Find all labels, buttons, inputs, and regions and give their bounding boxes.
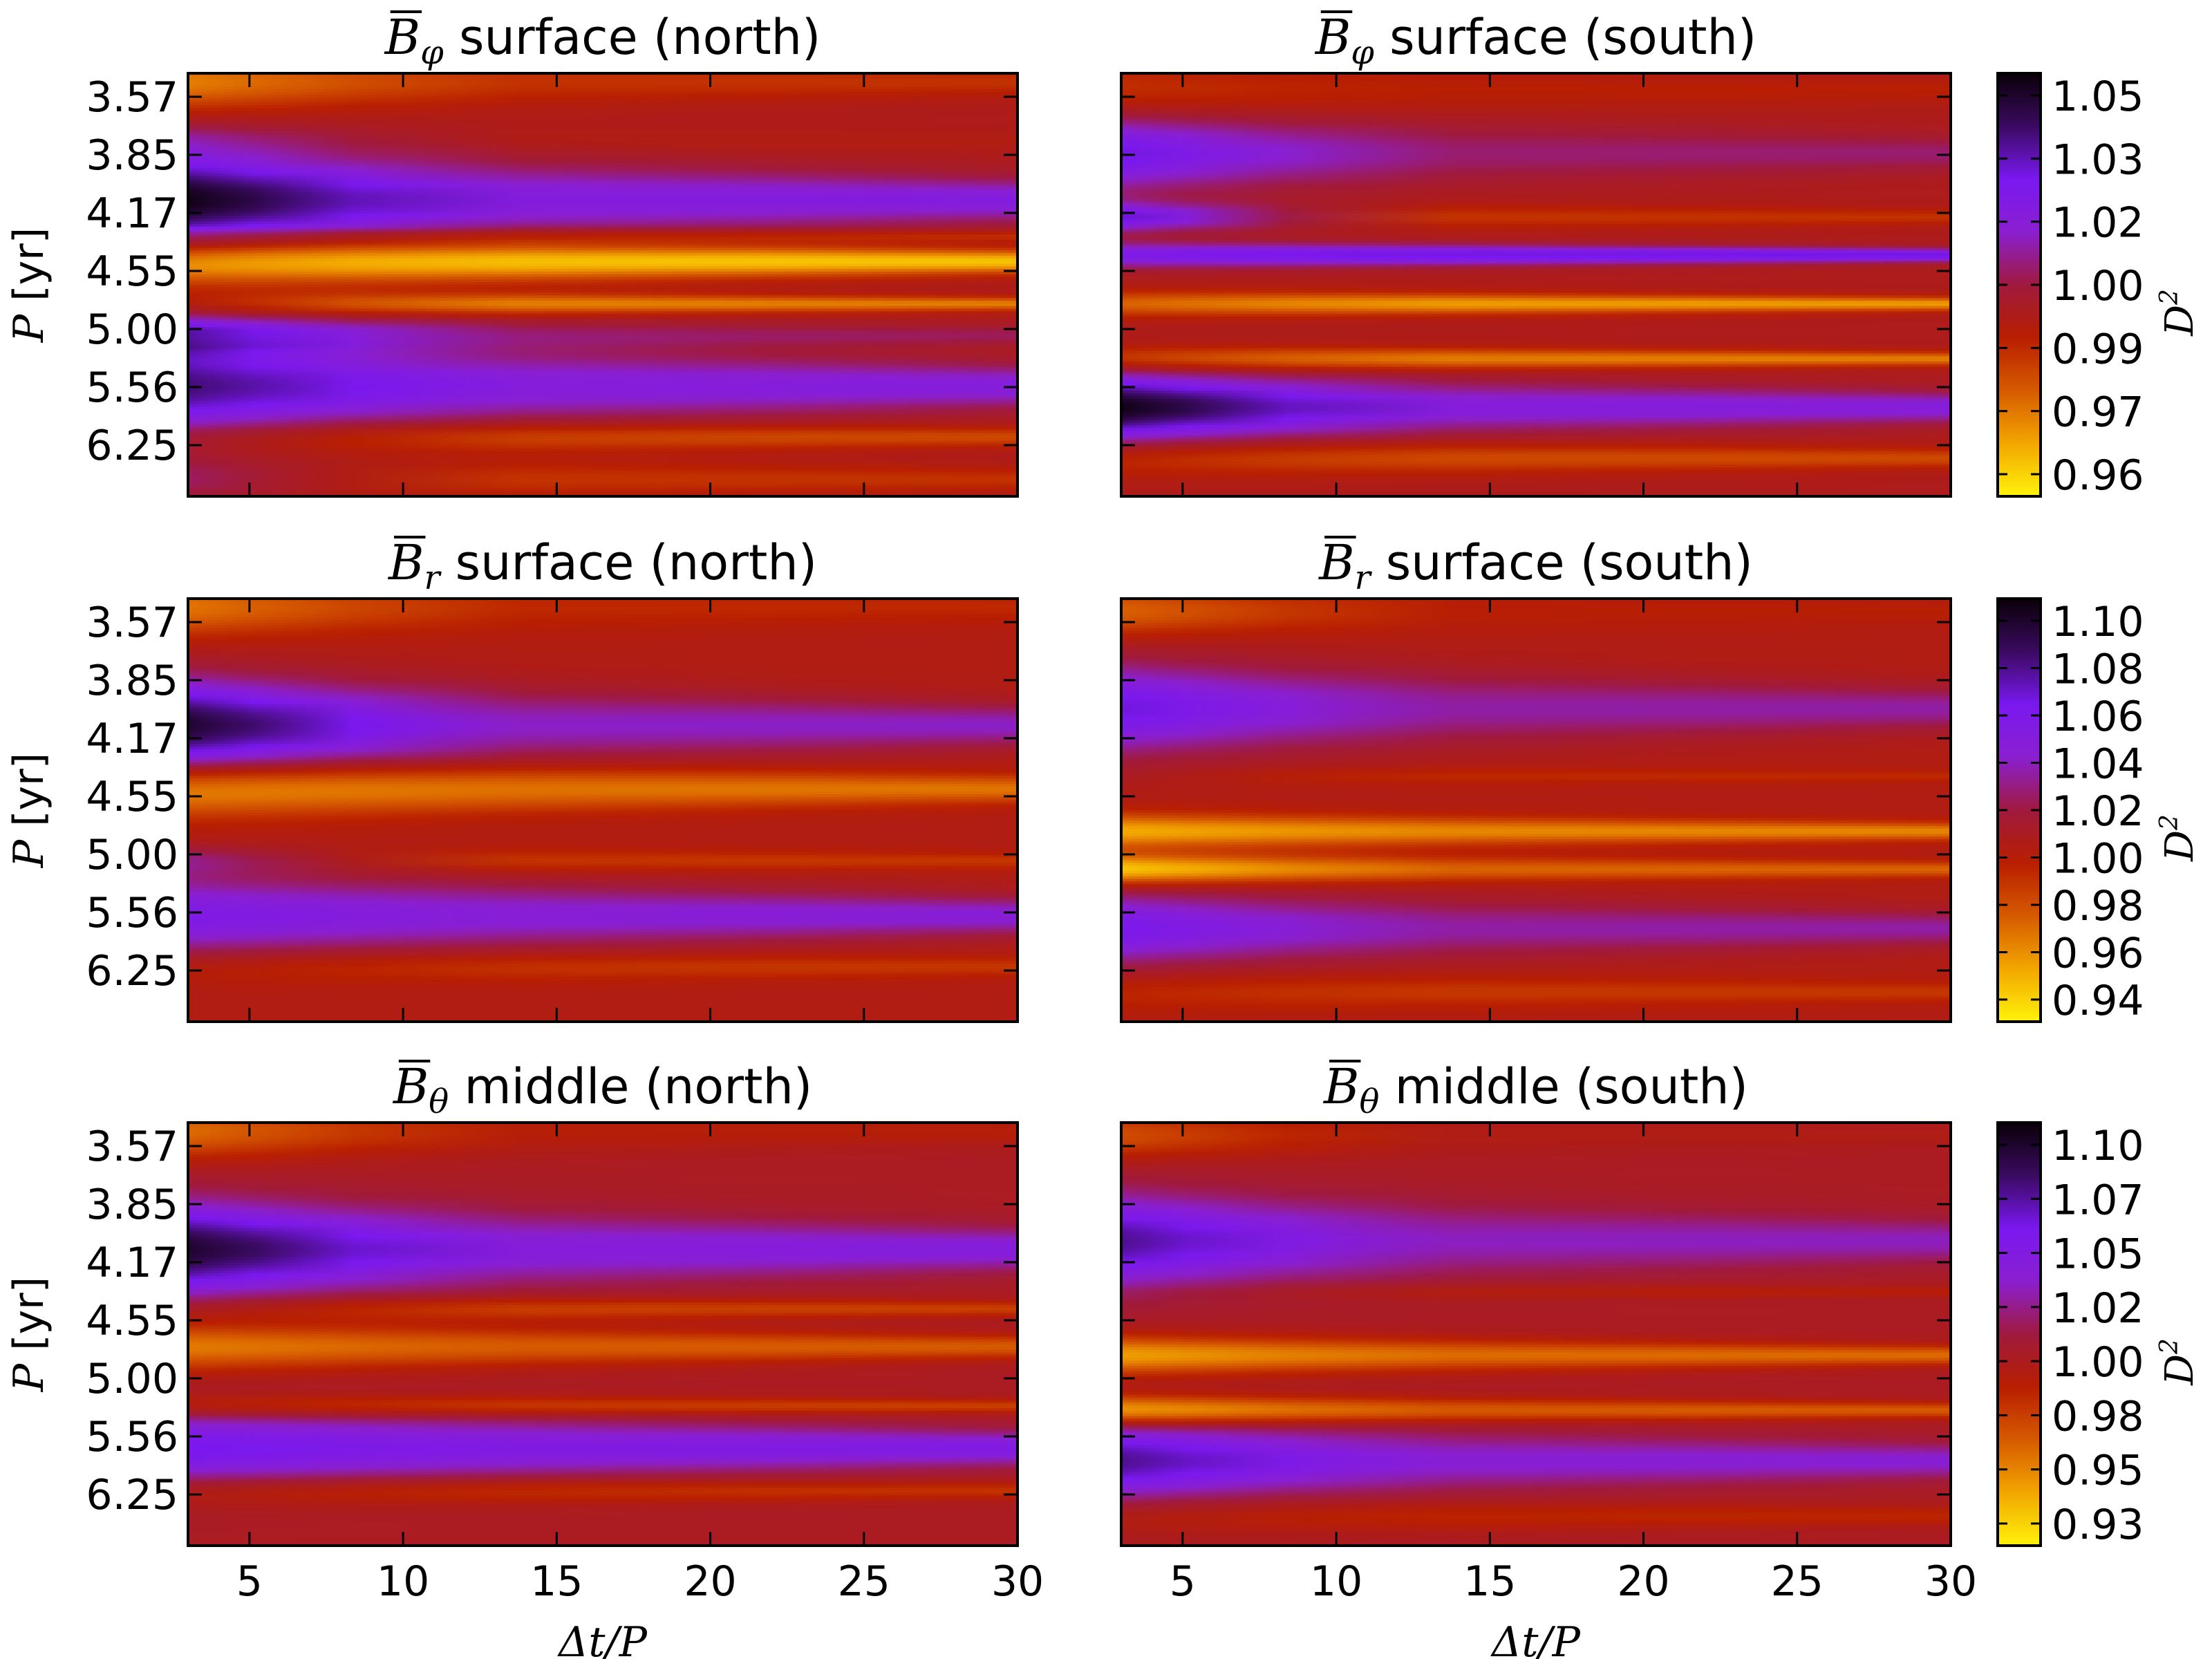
panel-title: Br surface (south): [1318, 534, 1753, 597]
y-tick-label: 5.00: [86, 306, 178, 354]
heatmap-field: [1121, 1123, 1951, 1546]
heatmap-field: [188, 599, 1018, 1022]
x-tick-label: 20: [1617, 1557, 1669, 1606]
panel-2: 3.57 3.85 4.17 4.55 5.00 5.56 6.25 P [yr] Br sur…: [5, 534, 1019, 1023]
y-tick-label: 3.85: [86, 131, 178, 180]
colorbar-frame: [1996, 1121, 2042, 1547]
y-tick-label: 5.56: [86, 1413, 178, 1461]
plot-frame: [1120, 597, 1952, 1023]
y-tick-label: 4.55: [86, 773, 178, 821]
y-tick-label: 6.25: [86, 1471, 178, 1519]
heatmap-field: [1121, 599, 1951, 1022]
y-axis-label: P [yr]: [5, 753, 53, 868]
panel-title: Bθ middle (south): [1322, 1058, 1748, 1121]
x-tick-label: 5: [1170, 1557, 1196, 1606]
heatmap-field: [188, 73, 1018, 496]
y-tick-label: 3.85: [86, 1181, 178, 1229]
heatmap-field: [188, 1123, 1018, 1546]
y-tick-label: 3.85: [86, 657, 178, 705]
y-tick-label: 5.00: [86, 1355, 178, 1403]
colorbar-tick-label: 1.00: [2052, 1338, 2144, 1387]
colorbar-tick-label: 0.98: [2052, 882, 2144, 930]
colorbar-0: 1.05 1.03 1.02 1.00 0.99 0.97 0.96 D2: [1996, 72, 2202, 500]
colorbar-2: 1.10 1.07 1.05 1.02 1.00 0.98 0.95 0.93 D2: [1996, 1121, 2202, 1549]
colorbar-tick-label: 0.98: [2052, 1392, 2144, 1441]
colorbar-tick-label: 0.97: [2052, 388, 2144, 437]
x-tick-label: 30: [1924, 1557, 1977, 1606]
x-axis-label: Δt/P: [557, 1618, 648, 1659]
colorbar-tick-label: 1.03: [2052, 135, 2144, 184]
panel-1: Bφ surface (south): [1120, 9, 1952, 498]
colorbar-label: D2: [2155, 289, 2202, 337]
colorbar-tick-label: 1.10: [2052, 598, 2144, 646]
y-tick-label: 5.56: [86, 364, 178, 412]
x-tick-label: 30: [991, 1557, 1044, 1606]
x-tick-label: 15: [530, 1557, 583, 1606]
y-tick-label: 4.17: [86, 1239, 178, 1287]
x-tick-label: 20: [684, 1557, 736, 1606]
colorbar-tick-label: 0.99: [2052, 325, 2144, 373]
colorbar-gradient: [1998, 1123, 2041, 1546]
plot-frame: [1120, 72, 1952, 498]
x-axis-label: Δt/P: [1490, 1618, 1582, 1659]
panel-3: Br surface (south): [1120, 534, 1952, 1023]
colorbar-tick-label: 1.00: [2052, 262, 2144, 310]
x-tick-label: 10: [1310, 1557, 1362, 1606]
plot-frame: [187, 597, 1019, 1023]
y-axis-label: P [yr]: [5, 227, 53, 343]
panels: 3.57 3.85 4.17 4.55 5.00 5.56 6.25 P [yr] Bφ sur…: [5, 9, 1977, 1659]
heatmap-field: [1121, 73, 1951, 496]
colorbar-tick-label: 1.05: [2052, 1230, 2144, 1279]
colorbar-label: D2: [2155, 1338, 2202, 1386]
plot-frame: [187, 72, 1019, 498]
x-tick-label: 15: [1463, 1557, 1516, 1606]
colorbar-tick-label: 1.00: [2052, 835, 2144, 883]
colorbar-tick-label: 1.10: [2052, 1122, 2144, 1170]
x-tick-label: 25: [838, 1557, 890, 1606]
colorbar-tick-label: 1.02: [2052, 199, 2144, 247]
y-tick-label: 6.25: [86, 422, 178, 470]
colorbar-tick-label: 1.06: [2052, 693, 2144, 741]
y-tick-label: 3.57: [86, 73, 178, 122]
y-tick-label: 4.55: [86, 247, 178, 296]
colorbar-1: 1.101.081.061.041.021.000.980.960.94 D2: [1996, 597, 2202, 1025]
colorbar-tick-label: 0.93: [2052, 1501, 2144, 1549]
colorbar-tick-label: 1.08: [2052, 646, 2144, 694]
x-tick-label: 25: [1771, 1557, 1824, 1606]
x-tick-label: 5: [236, 1557, 263, 1606]
colorbar-tick-label: 0.96: [2052, 451, 2144, 500]
y-tick-label: 4.17: [86, 715, 178, 763]
panel-title: Bφ surface (south): [1314, 9, 1756, 72]
colorbar-tick-label: 1.04: [2052, 740, 2144, 789]
panel-4: 5 10 15 20 25 30 3.57 3.85 4.17 4.55 5.00 5.56 6.25 P…: [5, 1058, 1044, 1659]
y-tick-label: 5.56: [86, 889, 178, 937]
colorbar-label: D2: [2155, 814, 2202, 862]
panel-0: 3.57 3.85 4.17 4.55 5.00 5.56 6.25 P [yr] Bφ sur…: [5, 9, 1019, 498]
y-tick-label: 3.57: [86, 599, 178, 647]
y-tick-label: 6.25: [86, 947, 178, 995]
panel-title: Br surface (north): [387, 534, 817, 597]
colorbar-tick-label: 0.95: [2052, 1447, 2144, 1495]
y-tick-label: 4.17: [86, 189, 178, 238]
y-axis-label: P [yr]: [5, 1277, 53, 1392]
panel-title: Bφ surface (north): [384, 9, 821, 72]
y-tick-label: 5.00: [86, 831, 178, 879]
y-tick-label: 4.55: [86, 1297, 178, 1345]
y-tick-label: 3.57: [86, 1123, 178, 1171]
colorbar-tick-label: 0.96: [2052, 930, 2144, 978]
colorbar-tick-label: 1.05: [2052, 73, 2144, 121]
x-tick-label: 10: [377, 1557, 429, 1606]
colorbars: 1.051.031.021.000.990.970.96D21.101.081.…: [1996, 72, 2202, 1549]
colorbar-tick-label: 1.07: [2052, 1176, 2144, 1224]
colorbar-tick-label: 1.02: [2052, 787, 2144, 836]
colorbar-tick-label: 1.02: [2052, 1284, 2144, 1333]
panel-title: Bθ middle (north): [392, 1058, 812, 1121]
panel-5: 5 10 15 20 25 30 Δt/P Bθ middle (south): [1120, 1058, 1977, 1659]
plot-frame: [1120, 1121, 1952, 1547]
plot-frame: [187, 1121, 1019, 1547]
colorbar-tick-label: 0.94: [2052, 977, 2144, 1025]
